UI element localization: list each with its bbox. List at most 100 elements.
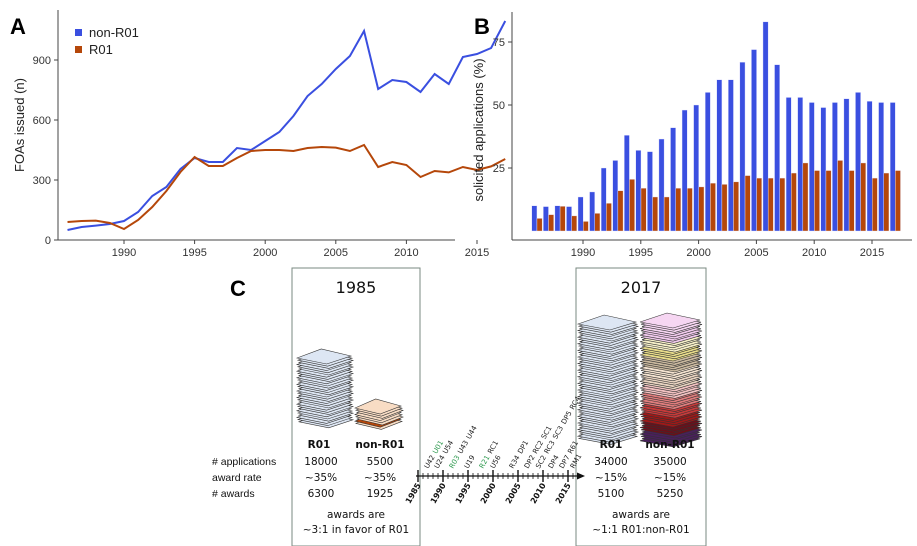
paper-sheet bbox=[295, 348, 353, 365]
value-non-r01-1985: ~35% bbox=[364, 472, 396, 484]
bar-r01 bbox=[779, 177, 786, 232]
timeline-year-label: 2010 bbox=[529, 481, 548, 505]
value-non-r01-2017: ~15% bbox=[654, 472, 686, 484]
x-tick-label-a: 2000 bbox=[253, 247, 277, 259]
bar-non-r01 bbox=[531, 205, 538, 232]
mechanism-label: U43 bbox=[456, 439, 470, 455]
bar-non-r01 bbox=[751, 49, 757, 232]
line-r01 bbox=[67, 143, 506, 231]
bar-r01 bbox=[848, 170, 855, 232]
bar-non-r01 bbox=[554, 205, 561, 232]
x-tick-label-b: 2010 bbox=[802, 247, 826, 259]
bar-non-r01 bbox=[543, 206, 549, 232]
y-tick-label-b: 50 bbox=[493, 100, 505, 112]
line-non-r01 bbox=[67, 20, 507, 231]
row-label: award rate bbox=[212, 472, 262, 484]
bar-r01 bbox=[802, 162, 809, 232]
mechanism-label: R03 bbox=[448, 454, 462, 470]
summary-2017-line1: awards are bbox=[612, 509, 670, 521]
x-tick-label-a: 2005 bbox=[324, 247, 348, 259]
bar-r01 bbox=[640, 187, 647, 232]
bar-non-r01 bbox=[889, 102, 896, 232]
bar-r01 bbox=[721, 184, 728, 232]
summary-1985-line2: ~3:1 in favor of R01 bbox=[303, 524, 409, 536]
x-tick-label-b: 2015 bbox=[860, 247, 884, 259]
value-non-r01-1985: 5500 bbox=[367, 456, 394, 468]
x-tick-label-a: 1990 bbox=[112, 247, 136, 259]
mechanism-label: RC1 bbox=[486, 439, 500, 455]
y-tick-label-a: 900 bbox=[33, 55, 51, 67]
year-2017: 2017 bbox=[621, 278, 662, 297]
bar-non-r01 bbox=[843, 98, 850, 232]
bar-non-r01 bbox=[878, 102, 884, 232]
y-tick-label-a: 300 bbox=[33, 175, 51, 187]
bar-non-r01 bbox=[728, 79, 734, 232]
bar-non-r01 bbox=[739, 61, 746, 232]
bar-r01 bbox=[663, 196, 670, 232]
bar-r01 bbox=[883, 172, 890, 232]
bar-r01 bbox=[825, 170, 832, 232]
bar-r01 bbox=[791, 172, 797, 232]
value-non-r01-2017: 5250 bbox=[657, 488, 684, 500]
bar-r01 bbox=[767, 177, 774, 232]
x-tick-label-b: 2005 bbox=[744, 247, 768, 259]
stack-non-r01-1985 bbox=[354, 398, 404, 430]
y-axis-label-a: FOAs issued (n) bbox=[12, 78, 27, 172]
bar-r01 bbox=[675, 187, 682, 232]
bar-r01 bbox=[617, 190, 624, 232]
legend-label-non-r01: non-R01 bbox=[89, 25, 139, 40]
panel-label-b: B bbox=[474, 14, 490, 39]
box-2017 bbox=[575, 267, 707, 546]
bar-non-r01 bbox=[670, 127, 676, 232]
mechanism-label: R61 bbox=[566, 439, 580, 455]
value-non-r01-2017: 35000 bbox=[653, 456, 686, 468]
mechanism-label: R34 bbox=[508, 454, 522, 470]
bar-non-r01 bbox=[832, 102, 838, 232]
box-1985 bbox=[291, 267, 421, 546]
bar-r01 bbox=[744, 175, 751, 232]
bar-r01 bbox=[594, 213, 601, 232]
bar-non-r01 bbox=[785, 97, 792, 232]
mechanism-label: R21 bbox=[478, 454, 492, 470]
y-tick-label-a: 600 bbox=[33, 115, 51, 127]
bar-r01 bbox=[895, 170, 901, 232]
bar-r01 bbox=[837, 160, 843, 232]
bar-r01 bbox=[687, 187, 693, 232]
bar-r01 bbox=[548, 214, 554, 232]
mechanism-label: U24 bbox=[433, 453, 447, 470]
bar-non-r01 bbox=[635, 150, 642, 232]
mechanism-label: U19 bbox=[463, 454, 477, 470]
stack-r01-1985 bbox=[295, 348, 355, 429]
bar-non-r01 bbox=[855, 92, 861, 232]
legend-label-r01: R01 bbox=[89, 42, 113, 57]
bar-r01 bbox=[872, 177, 878, 232]
summary-1985-line1: awards are bbox=[327, 509, 385, 521]
bar-r01 bbox=[814, 170, 820, 232]
mechanism-label: U56 bbox=[489, 453, 503, 470]
panel-a: A 0 300 600 900 1990 1995 2000 2005 2010 2015 FOA… bbox=[10, 10, 507, 259]
bar-non-r01 bbox=[704, 92, 711, 232]
bar-r01 bbox=[559, 206, 566, 232]
y-tick-label-a: 0 bbox=[45, 235, 51, 247]
col-header-r01-2017: R01 bbox=[600, 439, 623, 451]
bar-non-r01 bbox=[797, 97, 804, 232]
mechanism-label: DP2 bbox=[523, 454, 537, 470]
value-r01-1985: ~35% bbox=[305, 472, 337, 484]
value-non-r01-1985: 1925 bbox=[367, 488, 394, 500]
mechanism-label: SC3 bbox=[551, 425, 565, 441]
x-tick-label-a: 2015 bbox=[465, 247, 489, 259]
bar-r01 bbox=[583, 221, 589, 232]
panel-label-c: C bbox=[230, 276, 246, 301]
bar-non-r01 bbox=[577, 196, 584, 232]
bar-non-r01 bbox=[589, 191, 595, 232]
x-tick-label-b: 1990 bbox=[571, 247, 595, 259]
bar-r01 bbox=[698, 186, 705, 232]
bar-non-r01 bbox=[600, 167, 607, 232]
timeline-year-label: 1995 bbox=[454, 481, 473, 505]
mechanism-label: RC3 bbox=[543, 439, 557, 455]
bar-non-r01 bbox=[681, 109, 688, 232]
value-r01-1985: 6300 bbox=[308, 488, 335, 500]
bar-r01 bbox=[629, 179, 635, 232]
bar-r01 bbox=[710, 182, 716, 232]
panel-label-a: A bbox=[10, 14, 26, 39]
